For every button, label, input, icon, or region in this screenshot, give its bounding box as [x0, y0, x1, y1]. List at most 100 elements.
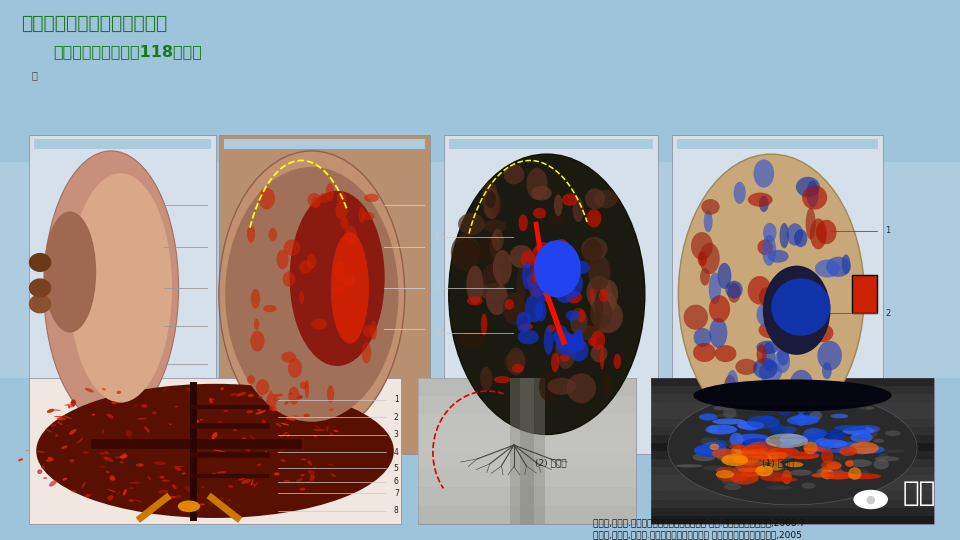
Ellipse shape — [588, 304, 600, 339]
Ellipse shape — [37, 469, 42, 474]
Bar — [418, 378, 636, 524]
Ellipse shape — [800, 435, 810, 442]
Ellipse shape — [719, 440, 742, 445]
Ellipse shape — [518, 214, 528, 231]
Ellipse shape — [531, 186, 552, 200]
Bar — [651, 467, 934, 475]
Ellipse shape — [754, 452, 780, 460]
Ellipse shape — [747, 416, 780, 429]
Ellipse shape — [274, 394, 283, 397]
Ellipse shape — [217, 421, 223, 424]
Ellipse shape — [881, 449, 905, 453]
Bar — [418, 469, 636, 487]
Ellipse shape — [848, 473, 881, 479]
Bar — [651, 427, 934, 435]
Ellipse shape — [460, 329, 485, 348]
Ellipse shape — [490, 233, 499, 258]
Ellipse shape — [762, 437, 778, 443]
Ellipse shape — [36, 451, 45, 453]
Ellipse shape — [571, 333, 585, 352]
Ellipse shape — [516, 312, 531, 333]
Ellipse shape — [693, 343, 716, 362]
Ellipse shape — [684, 305, 708, 330]
Ellipse shape — [289, 393, 293, 395]
Ellipse shape — [519, 323, 533, 330]
Ellipse shape — [696, 480, 715, 483]
Ellipse shape — [590, 345, 608, 362]
Ellipse shape — [261, 420, 266, 425]
Ellipse shape — [589, 288, 594, 301]
Ellipse shape — [29, 279, 51, 298]
Ellipse shape — [290, 191, 385, 366]
Ellipse shape — [786, 451, 808, 456]
Ellipse shape — [732, 445, 748, 457]
Ellipse shape — [485, 191, 496, 208]
Ellipse shape — [226, 167, 398, 422]
Ellipse shape — [565, 291, 582, 303]
Ellipse shape — [804, 434, 824, 444]
Ellipse shape — [83, 451, 89, 454]
Ellipse shape — [343, 274, 355, 287]
Ellipse shape — [303, 414, 310, 417]
Ellipse shape — [762, 235, 777, 266]
Ellipse shape — [694, 446, 724, 455]
Ellipse shape — [676, 464, 703, 468]
Ellipse shape — [769, 462, 783, 471]
Ellipse shape — [525, 294, 543, 322]
Ellipse shape — [733, 464, 765, 477]
Ellipse shape — [706, 433, 731, 438]
Ellipse shape — [44, 151, 179, 425]
Ellipse shape — [47, 409, 55, 413]
Ellipse shape — [790, 470, 812, 476]
Ellipse shape — [29, 253, 51, 272]
Ellipse shape — [107, 414, 113, 418]
Ellipse shape — [467, 266, 484, 303]
Ellipse shape — [756, 465, 773, 476]
Ellipse shape — [284, 401, 289, 405]
Ellipse shape — [771, 279, 830, 336]
Ellipse shape — [29, 294, 51, 313]
Ellipse shape — [730, 446, 755, 460]
Ellipse shape — [141, 404, 148, 408]
Bar — [444, 135, 658, 454]
Ellipse shape — [717, 263, 732, 289]
Text: 中国人民解放军联勤保障部队: 中国人民解放军联勤保障部队 — [21, 14, 167, 32]
Ellipse shape — [194, 483, 195, 487]
Ellipse shape — [716, 467, 736, 475]
Ellipse shape — [827, 256, 851, 277]
Ellipse shape — [781, 302, 796, 327]
Ellipse shape — [200, 419, 203, 421]
Ellipse shape — [254, 319, 259, 330]
Ellipse shape — [271, 407, 277, 411]
Ellipse shape — [224, 410, 228, 412]
Ellipse shape — [590, 298, 612, 329]
Ellipse shape — [697, 462, 717, 471]
Ellipse shape — [553, 239, 570, 259]
Text: 周永昌,陈亚青.泌尿系疾病超声诊断与介入治疗 北京:科学技术文献出版社,2008.7: 周永昌,陈亚青.泌尿系疾病超声诊断与介入治疗 北京:科学技术文献出版社,2008… — [593, 518, 805, 528]
Ellipse shape — [845, 460, 853, 467]
Ellipse shape — [859, 429, 870, 437]
Ellipse shape — [839, 447, 857, 456]
Ellipse shape — [818, 444, 841, 454]
Ellipse shape — [52, 409, 61, 411]
Ellipse shape — [359, 206, 365, 223]
Ellipse shape — [182, 443, 190, 447]
Ellipse shape — [281, 352, 297, 363]
Ellipse shape — [848, 467, 861, 480]
Ellipse shape — [850, 442, 878, 454]
Ellipse shape — [737, 421, 764, 430]
Bar — [651, 491, 934, 500]
Ellipse shape — [193, 474, 197, 476]
Ellipse shape — [802, 321, 827, 339]
Text: 7: 7 — [394, 489, 398, 498]
Ellipse shape — [300, 474, 305, 476]
Ellipse shape — [186, 388, 191, 391]
Ellipse shape — [741, 443, 768, 448]
Ellipse shape — [152, 411, 156, 415]
Ellipse shape — [555, 331, 576, 369]
Bar — [651, 435, 934, 443]
Ellipse shape — [851, 432, 873, 443]
Ellipse shape — [258, 187, 275, 210]
Ellipse shape — [191, 494, 198, 497]
Ellipse shape — [307, 460, 312, 465]
